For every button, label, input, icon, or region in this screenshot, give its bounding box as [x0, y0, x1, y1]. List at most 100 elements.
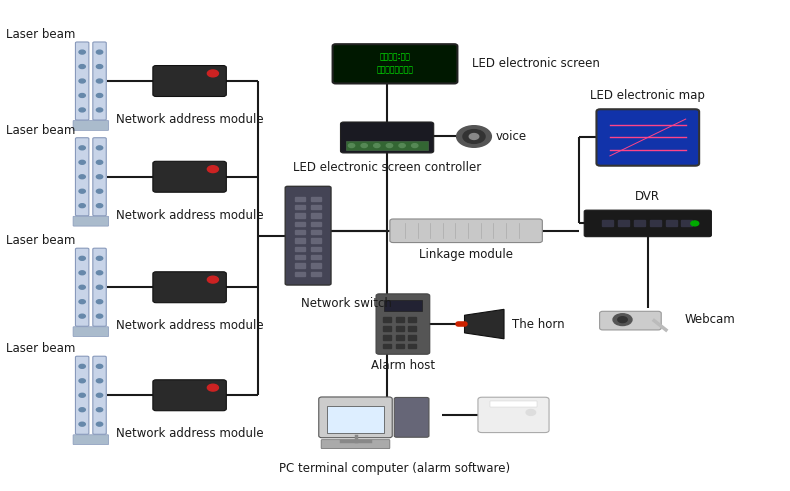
Circle shape [96, 189, 103, 193]
Circle shape [96, 393, 103, 397]
Bar [383, 344, 391, 349]
Text: The horn: The horn [512, 318, 565, 330]
Circle shape [207, 384, 218, 391]
Circle shape [96, 79, 103, 83]
Bar [396, 327, 404, 331]
Circle shape [96, 408, 103, 411]
Circle shape [207, 70, 218, 77]
Text: 欢迎使用拓天智能: 欢迎使用拓天智能 [377, 65, 413, 74]
Bar [295, 238, 305, 243]
Circle shape [79, 393, 85, 397]
Circle shape [96, 161, 103, 164]
Text: DVR: DVR [635, 190, 660, 203]
Text: Alarm host: Alarm host [371, 359, 435, 372]
FancyBboxPatch shape [73, 121, 109, 131]
FancyBboxPatch shape [73, 217, 109, 226]
Bar [681, 220, 692, 226]
Circle shape [463, 130, 485, 143]
Circle shape [79, 422, 85, 426]
Circle shape [79, 50, 85, 54]
Circle shape [457, 126, 491, 147]
Circle shape [96, 300, 103, 303]
FancyBboxPatch shape [322, 440, 390, 449]
Text: Laser beam: Laser beam [6, 234, 76, 247]
Bar [396, 317, 404, 322]
Bar [311, 263, 321, 268]
Circle shape [690, 221, 699, 226]
Text: voice: voice [496, 130, 527, 143]
Circle shape [386, 144, 393, 148]
Circle shape [79, 189, 85, 193]
FancyBboxPatch shape [584, 210, 711, 237]
Circle shape [79, 300, 85, 303]
FancyBboxPatch shape [478, 397, 549, 433]
Bar [408, 317, 416, 322]
Circle shape [348, 144, 355, 148]
FancyBboxPatch shape [346, 141, 428, 150]
Circle shape [361, 144, 367, 148]
Text: Network switch: Network switch [300, 297, 392, 310]
Circle shape [96, 314, 103, 318]
FancyBboxPatch shape [76, 138, 88, 216]
Circle shape [96, 379, 103, 383]
Bar [295, 272, 305, 276]
Circle shape [96, 65, 103, 69]
Circle shape [79, 285, 85, 289]
FancyBboxPatch shape [152, 380, 226, 410]
FancyBboxPatch shape [389, 219, 542, 243]
Circle shape [79, 256, 85, 260]
FancyBboxPatch shape [490, 401, 537, 407]
FancyBboxPatch shape [93, 42, 106, 120]
Bar [396, 344, 404, 349]
Circle shape [96, 93, 103, 97]
Circle shape [79, 161, 85, 164]
Bar [311, 205, 321, 209]
FancyBboxPatch shape [319, 397, 393, 438]
Text: Laser beam: Laser beam [6, 28, 76, 41]
FancyBboxPatch shape [285, 187, 331, 285]
FancyBboxPatch shape [76, 248, 88, 327]
Circle shape [96, 175, 103, 179]
Bar [295, 197, 305, 201]
Bar [665, 220, 676, 226]
Bar [311, 255, 321, 259]
Text: Network address module: Network address module [116, 113, 263, 126]
FancyBboxPatch shape [333, 44, 457, 83]
FancyBboxPatch shape [73, 327, 109, 337]
Bar [408, 327, 416, 331]
FancyBboxPatch shape [93, 356, 106, 435]
FancyBboxPatch shape [152, 66, 226, 96]
Bar [383, 335, 391, 340]
Text: LED electronic screen controller: LED electronic screen controller [293, 161, 481, 174]
Circle shape [79, 204, 85, 208]
Circle shape [412, 144, 418, 148]
Bar [311, 247, 321, 251]
FancyBboxPatch shape [394, 398, 429, 437]
Bar [295, 255, 305, 259]
Circle shape [79, 408, 85, 411]
Circle shape [618, 317, 627, 323]
Bar [618, 220, 629, 226]
Circle shape [96, 422, 103, 426]
Circle shape [207, 276, 218, 283]
FancyBboxPatch shape [93, 138, 106, 216]
Circle shape [96, 364, 103, 368]
Bar [311, 214, 321, 218]
Bar [408, 344, 416, 349]
Text: 当前状态:撤防: 当前状态:撤防 [379, 53, 411, 61]
Circle shape [79, 93, 85, 97]
Bar [634, 220, 645, 226]
Circle shape [374, 144, 380, 148]
Circle shape [79, 314, 85, 318]
FancyBboxPatch shape [600, 311, 661, 330]
FancyBboxPatch shape [596, 109, 699, 166]
Bar [396, 335, 404, 340]
Bar [311, 238, 321, 243]
Polygon shape [465, 309, 504, 339]
FancyBboxPatch shape [76, 42, 88, 120]
FancyBboxPatch shape [73, 435, 109, 445]
FancyBboxPatch shape [152, 161, 226, 192]
Circle shape [79, 79, 85, 83]
FancyBboxPatch shape [340, 122, 434, 153]
Bar [311, 272, 321, 276]
